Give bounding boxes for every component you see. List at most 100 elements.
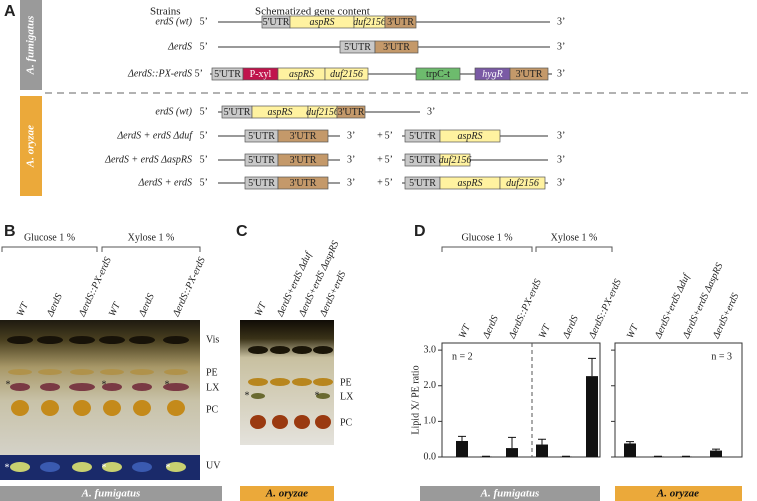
panel-label: C (236, 223, 248, 240)
strain-label: ΔerdS + erdS (137, 177, 192, 188)
condition-label: Xylose 1 % (128, 232, 175, 243)
uv-spot (72, 462, 92, 472)
x-tick-label: ΔerdS+erdS (710, 292, 741, 342)
bar (586, 376, 598, 457)
gene-label: aspRS (268, 107, 293, 118)
strain-label: ΔerdS::PX-erdS (127, 68, 192, 79)
asterisk: * (165, 379, 170, 390)
five-prime: 5’ (385, 177, 393, 188)
species-bar (20, 96, 42, 196)
five-prime: 5’ (195, 68, 203, 79)
spot (292, 346, 312, 354)
bracket (535, 246, 613, 252)
spot (11, 400, 29, 416)
y-tick-label: 2.0 (424, 380, 437, 391)
three-prime: 3’ (557, 130, 565, 141)
spot (133, 400, 151, 416)
gene-label: duf2156 (439, 155, 472, 166)
column-header: Schematized gene content (255, 6, 370, 18)
species-bar (420, 486, 600, 501)
gene-label: duf2156 (506, 178, 539, 189)
lane-label: ΔerdS::PX-erdS (170, 256, 207, 320)
band-label: PE (340, 377, 352, 388)
bar (536, 444, 548, 457)
gene-box (324, 67, 369, 81)
gene-label: 3'UTR (387, 17, 414, 28)
spot (294, 415, 310, 429)
band-label: LX (340, 391, 354, 402)
error-bar (712, 448, 720, 451)
five-prime: 5’ (385, 154, 393, 165)
three-prime: 3’ (557, 154, 565, 165)
gene-label: 5'UTR (409, 178, 436, 189)
gene-label: trpC-t (426, 69, 450, 80)
spot (7, 336, 33, 344)
spot (270, 346, 290, 354)
strain-label: ΔerdS + erdS Δduf (116, 130, 193, 141)
spot (316, 393, 330, 399)
species-label: A. fumigatus (480, 488, 540, 500)
gene-label: P-xyl (250, 69, 272, 80)
species-label: A. fumigatus (25, 16, 37, 76)
spot (163, 336, 189, 344)
gene-box (277, 129, 329, 143)
three-prime: 3’ (557, 16, 565, 27)
gene-label: hygR (482, 69, 503, 80)
gene-label: aspRS (458, 131, 483, 142)
bracket (1, 246, 98, 252)
three-prime: 3’ (427, 106, 435, 117)
gene-box (499, 176, 546, 190)
asterisk: * (102, 379, 107, 390)
gene-label: 5'UTR (248, 155, 275, 166)
spot (69, 383, 95, 391)
spot (132, 383, 152, 391)
bracket (101, 246, 201, 252)
gene-box (509, 67, 549, 81)
y-tick-label: 1.0 (424, 416, 437, 427)
five-prime: 5’ (200, 130, 208, 141)
species-bar (0, 486, 222, 501)
spot (100, 369, 124, 375)
panel-label: B (4, 223, 16, 240)
gene-label: 3'UTR (290, 155, 317, 166)
five-prime: 5’ (200, 41, 208, 52)
band-label: PC (340, 417, 353, 428)
asterisk: * (315, 390, 320, 401)
spot (130, 369, 154, 375)
plus: + (377, 154, 383, 165)
uv-spot (102, 462, 122, 472)
gene-label: 3'UTR (290, 178, 317, 189)
y-tick-label: 0.0 (424, 451, 437, 462)
spot (70, 369, 94, 375)
x-tick-label: WT (537, 322, 553, 341)
spot (8, 369, 32, 375)
x-tick-label: ΔerdS::PX-erdS (586, 278, 623, 342)
spot (99, 336, 125, 344)
strain-label: ΔerdS (167, 41, 192, 52)
lane-label: ΔerdS (44, 292, 64, 319)
bar (624, 443, 636, 457)
species-bar (20, 0, 42, 90)
gene-box (277, 176, 329, 190)
three-prime: 3’ (557, 68, 565, 79)
spot (103, 400, 121, 416)
plot-frame (614, 342, 743, 458)
asterisk: * (6, 379, 11, 390)
spot (248, 346, 268, 354)
spot (102, 383, 122, 391)
spot (129, 336, 155, 344)
x-tick-label: ΔerdS (560, 314, 580, 341)
bar (456, 440, 468, 457)
species-label: A. oryzae (25, 125, 37, 168)
species-bar (240, 486, 334, 501)
gene-box (439, 129, 501, 143)
spot (69, 336, 95, 344)
asterisk: * (245, 390, 250, 401)
bar (506, 448, 518, 457)
lane-label: WT (107, 300, 123, 319)
condition-label: Glucose 1 % (24, 232, 75, 243)
three-prime: 3’ (347, 130, 355, 141)
gene-box (336, 105, 366, 119)
y-tick-label: 3.0 (424, 344, 437, 355)
gene-label: aspRS (310, 17, 335, 28)
